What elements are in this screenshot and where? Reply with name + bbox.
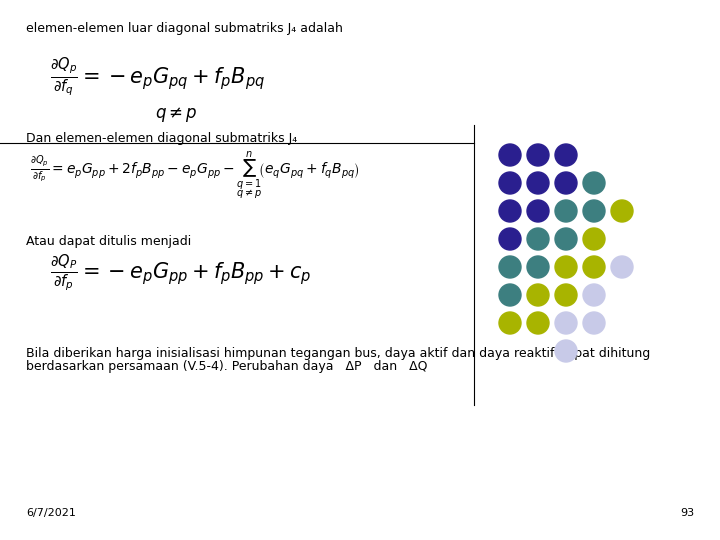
Circle shape [555,172,577,194]
Circle shape [555,200,577,222]
Text: elemen-elemen luar diagonal submatriks J₄ adalah: elemen-elemen luar diagonal submatriks J… [26,22,343,35]
Circle shape [555,144,577,166]
Circle shape [583,256,605,278]
Circle shape [499,144,521,166]
Circle shape [527,312,549,334]
Circle shape [555,228,577,250]
Text: $\frac{\partial Q_p}{\partial f_p} = e_p G_{pp} + 2f_p B_{pp} - e_p G_{pp} - \su: $\frac{\partial Q_p}{\partial f_p} = e_p… [30,150,360,202]
Text: Atau dapat ditulis menjadi: Atau dapat ditulis menjadi [26,235,192,248]
Text: $q \neq p$: $q \neq p$ [155,105,198,124]
Circle shape [583,284,605,306]
Circle shape [499,200,521,222]
Circle shape [555,312,577,334]
Circle shape [527,284,549,306]
Circle shape [499,228,521,250]
Circle shape [555,284,577,306]
Text: $\frac{\partial Q_p}{\partial f_q} = -e_p G_{pq} + f_p B_{pq}$: $\frac{\partial Q_p}{\partial f_q} = -e_… [50,55,265,99]
Text: 6/7/2021: 6/7/2021 [26,508,76,518]
Text: $\frac{\partial Q_P}{\partial f_p} = -e_p G_{pp} + f_p B_{pp} + c_p$: $\frac{\partial Q_P}{\partial f_p} = -e_… [50,252,312,294]
Text: berdasarkan persamaan (V.5-4). Perubahan daya   ΔP   dan   ΔQ: berdasarkan persamaan (V.5-4). Perubahan… [26,360,428,373]
Circle shape [527,144,549,166]
Circle shape [583,228,605,250]
Circle shape [527,200,549,222]
Circle shape [611,256,633,278]
Circle shape [499,172,521,194]
Text: Bila diberikan harga inisialisasi himpunan tegangan bus, daya aktif dan daya rea: Bila diberikan harga inisialisasi himpun… [26,347,650,360]
Circle shape [499,284,521,306]
Circle shape [583,172,605,194]
Circle shape [499,256,521,278]
Text: 93: 93 [680,508,694,518]
Text: Dan elemen-elemen diagonal submatriks J₄: Dan elemen-elemen diagonal submatriks J₄ [26,132,297,145]
Circle shape [527,256,549,278]
Circle shape [499,312,521,334]
Circle shape [583,200,605,222]
Circle shape [583,312,605,334]
Circle shape [527,172,549,194]
Circle shape [611,200,633,222]
Circle shape [555,340,577,362]
Circle shape [527,228,549,250]
Circle shape [555,256,577,278]
